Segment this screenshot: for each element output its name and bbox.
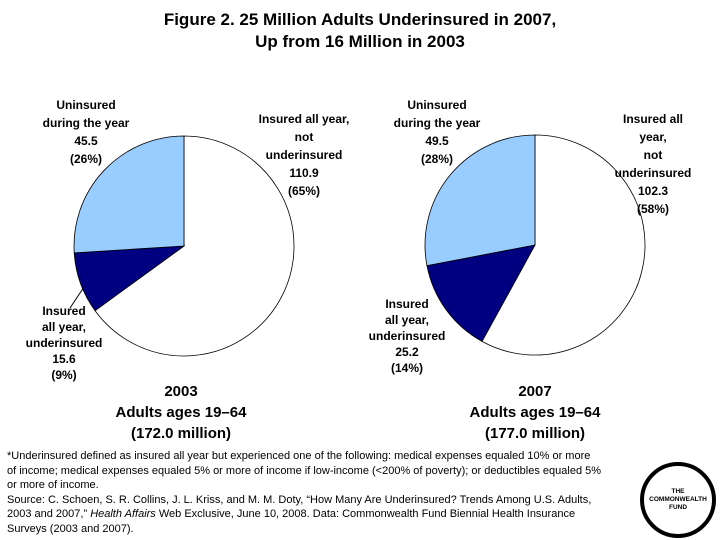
footnote-line-5-after: Web Exclusive, June 10, 2008. Data: Comm…	[155, 508, 576, 520]
footnote-line-2: of income; medical expenses equaled 5% o…	[7, 464, 602, 477]
footnote: *Underinsured defined as insured all yea…	[7, 449, 717, 536]
slide-title-line2: Up from 16 Million in 2003	[255, 32, 465, 51]
pie-2007-slice-insured-underinsured	[426, 244, 536, 342]
footnote-line-6: Surveys (2003 and 2007).	[7, 522, 134, 535]
pie-2007-slice-insured-not-underinsured	[481, 134, 646, 356]
pie-2003-label-insured-not-underinsured: Insured all year, not underinsured 110.9…	[258, 112, 350, 198]
footnote-line-1: *Underinsured defined as insured all yea…	[7, 450, 591, 462]
footnote-line-5: 2003 and 2007,” Health Affairs Web Exclu…	[7, 507, 717, 522]
slide-title: Figure 2. 25 Million Adults Underinsured…	[0, 9, 720, 53]
logo-line-fund: FUND	[668, 504, 688, 511]
footnote-line-3: or more of income.	[7, 479, 99, 491]
pie-2007-label-insured-not-underinsured: Insured all year, not underinsured 102.3…	[614, 112, 692, 216]
pie-2003-underinsured-leader-line	[69, 286, 85, 309]
commonwealth-fund-logo: THE COMMONWEALTH FUND	[640, 462, 716, 538]
pie-chart-2003	[73, 135, 295, 357]
pie-2003-label-insured-underinsured: Insured all year, underinsured 15.6 (9%)	[25, 304, 103, 382]
pie-2007-caption: 2007 Adults ages 19–64 (177.0 million)	[469, 383, 601, 442]
pie-2007-label-insured-underinsured: Insured all year, underinsured 25.2 (14%…	[368, 297, 446, 375]
pie-2003-caption: 2003 Adults ages 19–64 (172.0 million)	[115, 383, 247, 442]
pie-chart-2007	[424, 134, 646, 356]
footnote-line-5-before: 2003 and 2007,”	[7, 508, 91, 520]
pie-2003-label-uninsured: Uninsured during the year 45.5 (26%)	[42, 98, 130, 166]
footnote-line-4: Source: C. Schoen, S. R. Collins, J. L. …	[7, 493, 592, 506]
pie-2007-label-uninsured: Uninsured during the year 49.5 (28%)	[393, 98, 481, 166]
pie-2003-slice-insured-not-underinsured	[94, 135, 295, 357]
slide-title-line1: Figure 2. 25 Million Adults Underinsured…	[163, 10, 557, 29]
pie-2007-slice-uninsured	[424, 134, 536, 267]
logo-line-the: THE	[671, 488, 685, 495]
logo-line-commonwealth: COMMONWEALTH	[649, 496, 707, 503]
footnote-journal-name: Health Affairs	[90, 508, 156, 520]
pie-2003-slice-uninsured	[73, 135, 185, 254]
